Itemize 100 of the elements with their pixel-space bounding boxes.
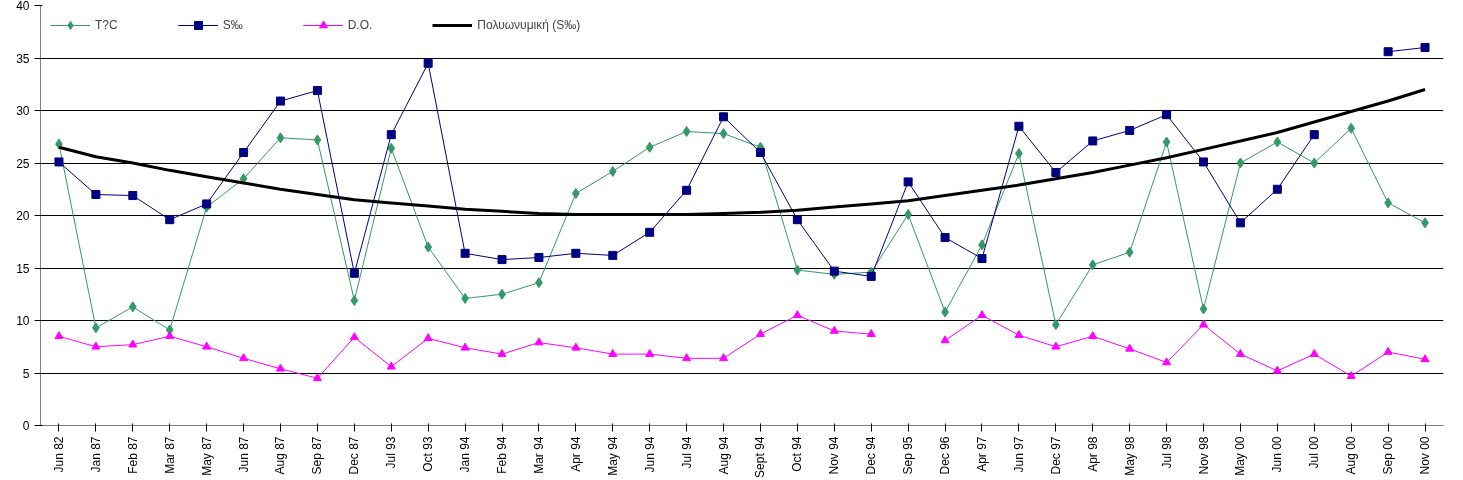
point <box>312 373 322 382</box>
point <box>460 248 470 258</box>
point <box>91 190 101 199</box>
point <box>534 337 544 346</box>
x-tick-label: Oct 94 <box>790 436 805 472</box>
point <box>866 271 876 281</box>
x-tick-label: Jun 94 <box>642 436 657 473</box>
point <box>792 215 802 225</box>
x-tick-label: Dec 87 <box>347 436 362 475</box>
x-tick-label: Jun 82 <box>51 436 66 473</box>
x-tick-label: Sep 95 <box>901 436 916 475</box>
x-tick-label: Oct 93 <box>421 436 436 472</box>
point <box>1014 330 1024 339</box>
x-tick-label: Mar 87 <box>162 436 177 474</box>
point <box>719 112 729 122</box>
point <box>755 329 765 337</box>
point <box>349 268 359 278</box>
point <box>1420 354 1430 363</box>
x-tick-label: Sep 00 <box>1381 436 1396 475</box>
point <box>128 301 137 313</box>
point <box>571 248 581 258</box>
point <box>682 126 691 137</box>
legend-label: Πολυωνυμική (S‰) <box>477 18 581 32</box>
point <box>275 363 285 372</box>
y-tick-label: 35 <box>16 51 30 66</box>
x-tick-label: Nov 98 <box>1196 436 1211 475</box>
point <box>1125 125 1135 135</box>
point <box>645 141 654 153</box>
point <box>239 353 249 362</box>
point <box>1309 348 1319 357</box>
x-tick-label: Jul 94 <box>679 436 694 469</box>
point <box>977 310 987 319</box>
x-tick-label: Aug 00 <box>1344 436 1359 475</box>
legend-label: T?C <box>95 18 118 32</box>
legend-label: S‰ <box>222 18 243 32</box>
point <box>682 353 692 362</box>
point <box>1272 184 1282 194</box>
x-tick-label: Jul 93 <box>384 436 399 469</box>
point <box>165 215 175 225</box>
point <box>165 331 175 340</box>
point <box>1346 371 1356 379</box>
point <box>571 342 581 351</box>
legend-label: D.O. <box>347 18 373 32</box>
point <box>54 157 64 167</box>
point <box>1125 343 1135 352</box>
point <box>645 227 655 237</box>
point <box>1236 157 1245 169</box>
point <box>940 335 950 344</box>
point <box>497 255 507 265</box>
point <box>1420 43 1430 52</box>
x-tick-label: Jul 00 <box>1307 436 1322 469</box>
point <box>1383 47 1393 57</box>
point <box>1199 303 1208 315</box>
x-tick-label: Sep 87 <box>310 436 325 475</box>
x-tick-label: Aug 87 <box>273 436 288 475</box>
y-tick-label: 10 <box>16 314 30 328</box>
point <box>1235 348 1245 357</box>
y-tick-label: 40 <box>16 0 30 13</box>
x-tick-label: Feb 94 <box>495 436 510 474</box>
x-tick-label: Sept 94 <box>753 436 768 478</box>
point <box>1347 122 1356 134</box>
x-tick-label: Dec 94 <box>864 436 879 475</box>
line-series <box>57 88 1427 216</box>
point <box>1051 341 1061 350</box>
point <box>1273 136 1282 148</box>
point <box>793 264 802 276</box>
point <box>312 86 322 96</box>
point <box>54 331 64 340</box>
point <box>423 58 433 68</box>
point <box>1199 157 1209 167</box>
point <box>792 310 802 319</box>
point <box>276 132 285 144</box>
x-tick-label: May 98 <box>1122 436 1137 476</box>
point <box>239 148 249 157</box>
x-tick-label: Nov 94 <box>827 436 842 475</box>
point <box>1310 157 1319 169</box>
point <box>387 142 396 154</box>
x-tick-label: Dec 97 <box>1048 436 1063 475</box>
point <box>91 341 101 350</box>
point <box>1199 319 1209 328</box>
x-tick-label: Mar 94 <box>531 436 546 474</box>
point <box>386 130 396 140</box>
point <box>903 177 913 187</box>
point <box>350 295 359 307</box>
point <box>1272 365 1282 374</box>
point <box>1051 167 1061 177</box>
point <box>313 134 322 146</box>
point <box>202 341 212 350</box>
x-tick-label: Apr 94 <box>568 436 583 472</box>
point <box>866 329 876 337</box>
point <box>940 233 950 243</box>
x-tick-label: Aug 94 <box>716 436 731 475</box>
x-tick-label: Feb 87 <box>125 436 140 474</box>
point <box>349 332 359 341</box>
x-tick-label: Jul 98 <box>1159 436 1174 469</box>
point <box>275 96 285 106</box>
point <box>608 250 618 260</box>
x-tick-label: Jun 97 <box>1011 436 1026 473</box>
point <box>128 191 138 201</box>
point <box>1162 357 1172 366</box>
